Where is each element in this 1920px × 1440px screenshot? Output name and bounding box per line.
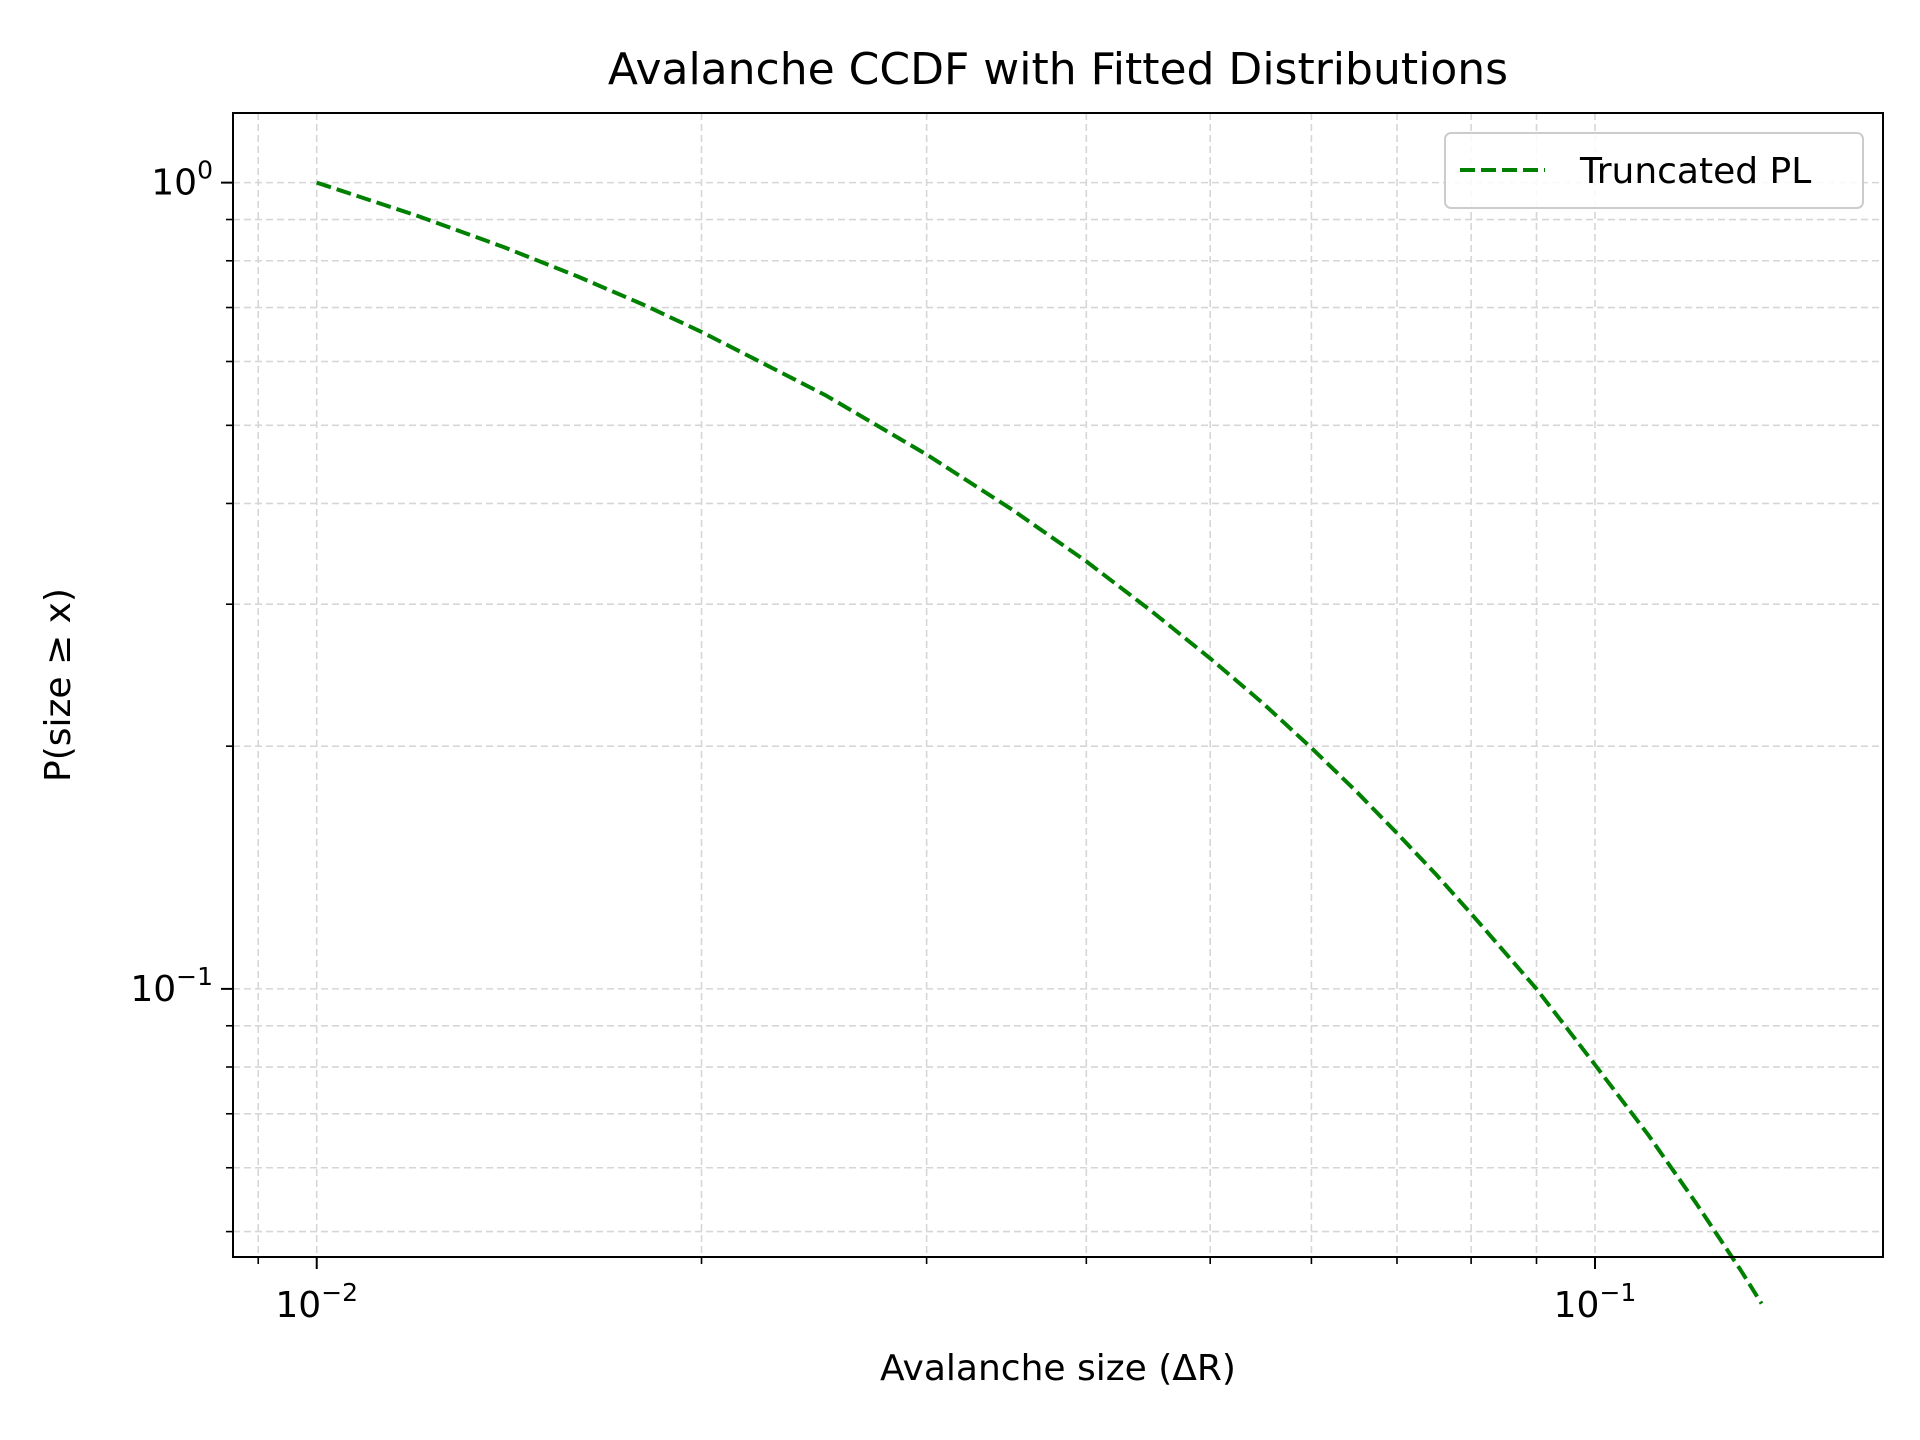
legend-box: [1444, 132, 1864, 209]
chart-title: Avalanche CCDF with Fitted Distributions: [608, 44, 1508, 95]
x-tick-label: 10−2: [275, 1278, 358, 1326]
y-axis: 100 10−1: [130, 156, 233, 1233]
grid: [233, 113, 1883, 1257]
legend: Truncated PL: [1444, 132, 1864, 209]
legend-label: Truncated PL: [1579, 151, 1811, 192]
x-axis-label: Avalanche size (ΔR): [880, 1348, 1236, 1389]
y-tick-label: 10−1: [130, 962, 213, 1010]
y-axis-label: P(size ≥ x): [38, 588, 79, 782]
x-tick-label: 10−1: [1554, 1278, 1637, 1326]
series-line: [316, 180, 1764, 1305]
x-axis: 10−2 10−1: [257, 1257, 1637, 1326]
plot-frame: [232, 112, 1884, 1258]
y-tick-label: 100: [151, 156, 213, 204]
series-layer: [316, 180, 1764, 1305]
